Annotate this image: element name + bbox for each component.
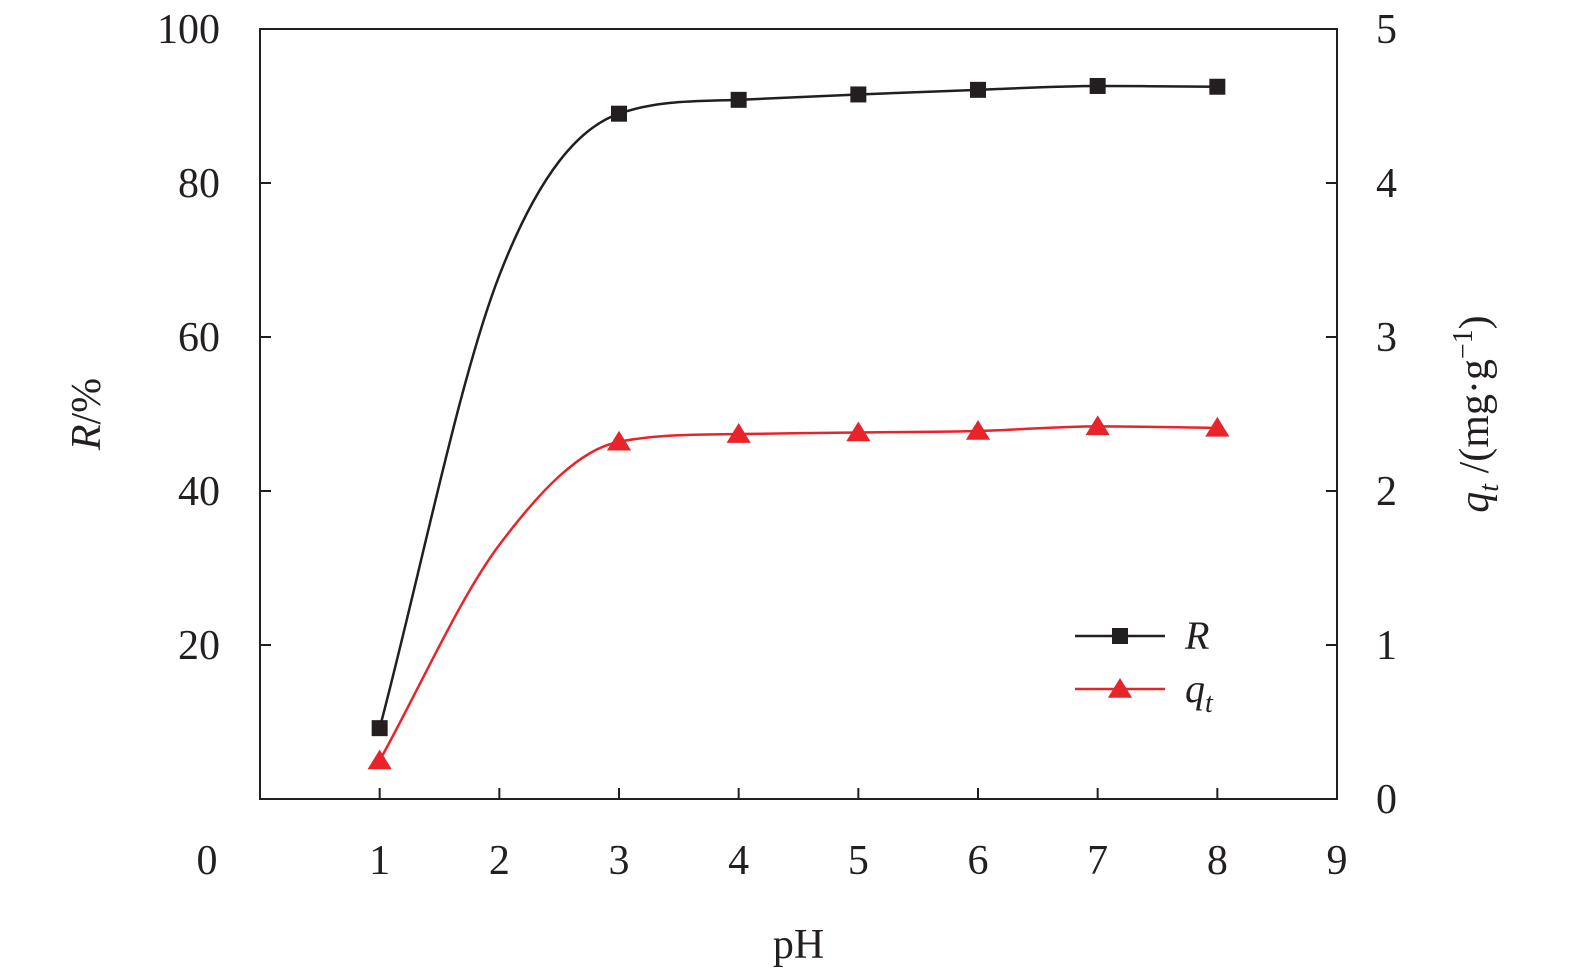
y-right-axis-title-italic: q [1452, 492, 1498, 513]
legend-label-qt: qt [1185, 666, 1214, 719]
plot-frame [259, 28, 1338, 800]
data-point-qt [846, 421, 871, 442]
y-left-axis-title: R/% [64, 378, 110, 451]
legend-marker-qt [1107, 678, 1133, 698]
y-right-axis-title-rest: /(mg·g [1452, 359, 1498, 484]
x-tick-label: 7 [1087, 838, 1108, 884]
x-tick-label: 4 [728, 838, 749, 884]
y-right-tick-label: 1 [1376, 623, 1397, 669]
data-point-r [850, 86, 867, 103]
data-point-qt [1085, 415, 1110, 436]
y-right-tick-label: 0 [1376, 777, 1397, 823]
y-left-axis-title-rest: /% [64, 378, 110, 425]
x-tick-label: 6 [968, 838, 989, 884]
y-right-axis-title-sup: −1 [1448, 329, 1479, 359]
data-point-r [371, 720, 388, 737]
x-tick-label: 1 [369, 838, 390, 884]
data-point-r [1089, 77, 1106, 94]
y-right-axis-title: qt /(mg·g−1) [1448, 315, 1505, 512]
data-point-qt [367, 749, 392, 770]
x-tick-label: 9 [1327, 838, 1348, 884]
y-right-tick-label: 2 [1376, 469, 1397, 515]
legend-label-r-main: R [1184, 613, 1209, 658]
y-left-tick-label: 60 [178, 315, 220, 361]
y-left-tick-label: 20 [178, 623, 220, 669]
data-point-r [611, 105, 627, 122]
series-layer [367, 77, 1230, 770]
x-tick-label: 3 [609, 838, 630, 884]
data-point-r [730, 91, 747, 108]
y-right-axis-title-sub: t [1474, 483, 1505, 492]
data-point-r [1209, 78, 1226, 95]
data-point-qt [965, 419, 991, 440]
y-right-tick-label: 5 [1376, 7, 1397, 53]
y-left-axis-title-italic: R [64, 425, 110, 452]
y-right-axis-title-close: ) [1452, 315, 1498, 329]
data-point-qt [726, 423, 751, 443]
legend: Rqt [1075, 613, 1214, 719]
legend-label-qt-main: q [1185, 666, 1205, 711]
data-point-qt [606, 430, 632, 451]
y-left-tick-label: 100 [157, 7, 220, 53]
x-tick-label: 5 [848, 838, 869, 884]
y-right-tick-label: 4 [1376, 161, 1397, 207]
series-line-qt [378, 425, 1218, 762]
legend-marker-r [1112, 628, 1128, 644]
series-line-r [378, 84, 1218, 729]
x-axis-title: pH [773, 922, 824, 968]
data-point-r [970, 81, 986, 98]
x-tick-label: 0 [197, 838, 218, 884]
x-tick-label: 8 [1207, 838, 1228, 884]
y-left-tick-label: 40 [178, 469, 220, 515]
legend-label-qt-sub: t [1205, 688, 1214, 719]
y-left-tick-label: 80 [178, 161, 220, 207]
x-tick-label: 2 [489, 838, 510, 884]
legend-label-r: R [1184, 613, 1209, 658]
data-point-qt [1205, 416, 1230, 437]
y-right-tick-label: 3 [1376, 315, 1397, 361]
